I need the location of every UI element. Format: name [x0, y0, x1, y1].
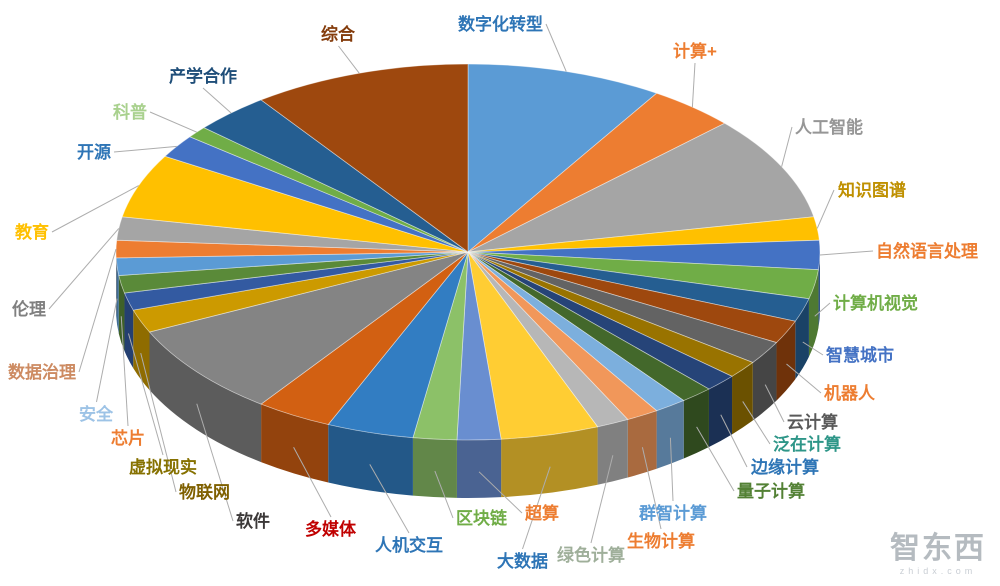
pie-slice-side	[124, 293, 134, 369]
leader-line	[522, 466, 551, 550]
leader-line	[196, 403, 234, 522]
leader-line	[641, 447, 662, 530]
leader-line	[669, 437, 674, 502]
pie-label: 多媒体	[305, 519, 357, 539]
pie-label: 综合	[321, 24, 356, 44]
pie-label: 生物计算	[627, 531, 695, 551]
pie-label: 人工智能	[795, 117, 863, 137]
leader-line	[369, 464, 410, 534]
pie-slice-side	[118, 275, 125, 352]
leader-line	[478, 471, 523, 514]
watermark-subtext: zhidx.com	[899, 566, 977, 576]
leader-line	[764, 384, 785, 423]
pie-label: 区块链	[456, 508, 508, 528]
leader-line	[696, 426, 735, 492]
pie-slice-side	[818, 252, 820, 328]
leader-line	[781, 126, 793, 167]
pie-label: 安全	[79, 404, 114, 424]
leader-line	[78, 248, 117, 373]
pie-slice-side	[328, 424, 413, 496]
pie-label: 绿色计算	[557, 545, 625, 565]
pie-slice-side	[627, 410, 657, 478]
pie-slice-side	[149, 332, 262, 463]
pie-slice-side	[795, 298, 809, 380]
watermark-text: 智东西	[890, 532, 986, 565]
pie-label: 自然语言处理	[876, 241, 978, 261]
pie-label: 群智计算	[639, 503, 707, 523]
pie-slice-side	[501, 426, 598, 498]
pie-label: 计算+	[673, 41, 717, 61]
pie-label: 泛在计算	[773, 434, 841, 454]
pie-label: 虚拟现实	[129, 457, 197, 477]
pie-slice-side	[261, 404, 329, 483]
leader-line	[691, 62, 696, 108]
pie-label: 知识图谱	[837, 180, 906, 200]
pie-slice-side	[597, 419, 628, 485]
pie-label: 边缘计算	[750, 457, 819, 477]
leader-line	[545, 23, 567, 72]
leader-line	[814, 302, 831, 317]
leader-line	[590, 455, 614, 544]
pie-label: 数字化转型	[458, 14, 543, 34]
leader-line	[819, 250, 874, 256]
pie-label: 教育	[14, 222, 49, 242]
leader-line	[149, 111, 197, 133]
pie-slice-side	[656, 400, 684, 469]
leader-line	[120, 316, 129, 427]
leader-line	[742, 401, 771, 445]
leader-line	[113, 145, 177, 153]
leader-line	[720, 414, 748, 468]
pie-label: 芯片	[111, 428, 145, 448]
leader-line	[802, 341, 824, 356]
pie-slice	[260, 63, 469, 253]
pie-label: 伦理	[12, 299, 46, 319]
pie-slice-side	[808, 269, 819, 357]
pie-slice	[467, 63, 658, 253]
pie-label: 云计算	[787, 412, 838, 432]
leader-line	[338, 45, 360, 74]
pie-label: 软件	[236, 511, 270, 531]
pie-slice-side	[752, 342, 777, 421]
pie-slice-side	[683, 389, 709, 459]
pie-label: 科普	[113, 102, 147, 122]
pie-label: 开源	[77, 142, 111, 162]
leader-line	[293, 446, 332, 518]
pie-label: 产学合作	[169, 66, 237, 86]
pie-top-faces	[115, 63, 821, 441]
pie-label: 大数据	[497, 551, 548, 571]
leader-line	[96, 298, 118, 403]
pie-slice	[148, 251, 469, 405]
pie-slice	[467, 122, 815, 253]
pie-label: 量子计算	[737, 481, 805, 501]
pie-label: 机器人	[824, 383, 876, 403]
pie-label: 计算机视觉	[833, 293, 918, 313]
pie-slice-side	[116, 257, 119, 334]
pie-slice-side	[732, 362, 753, 435]
pie-slice-side	[456, 439, 502, 498]
leader-line	[786, 363, 822, 394]
leader-line	[434, 470, 454, 519]
pie-label: 智慧城市	[826, 345, 894, 365]
pie-label: 超算	[525, 503, 559, 523]
pie-slice-side	[708, 376, 733, 448]
leader-line	[140, 352, 177, 493]
leader-line	[51, 185, 139, 233]
leader-line	[127, 333, 164, 456]
pie-label: 人机交互	[375, 535, 443, 555]
pie-label: 数据治理	[8, 362, 76, 382]
watermark: 智东西 zhidx.com	[890, 534, 986, 576]
leader-line	[48, 228, 120, 310]
leader-line	[816, 189, 835, 229]
leader-line	[202, 87, 232, 114]
pie-side-walls	[116, 252, 820, 498]
leader-lines	[48, 23, 874, 550]
pie-slice-side	[776, 321, 796, 401]
pie-slice-side	[412, 437, 457, 498]
pie-label: 物联网	[179, 482, 230, 502]
